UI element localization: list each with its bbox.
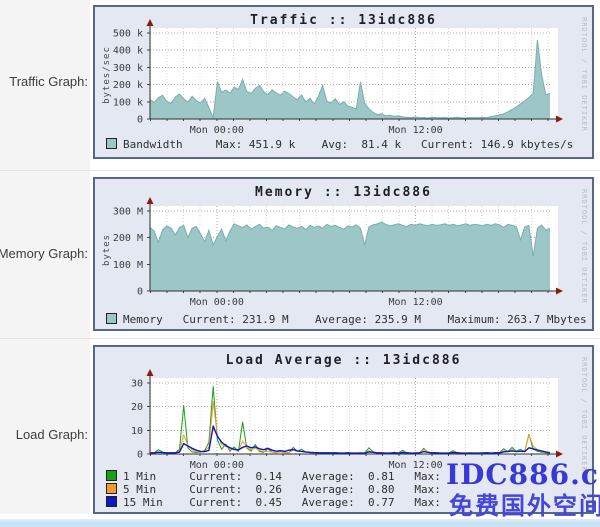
svg-text:0: 0 — [137, 450, 143, 461]
chart-title: Memory :: 13idc886 — [255, 185, 432, 200]
legend-text: Bandwidth Max: 451.9 k Avg: 81.4 k Curre… — [123, 138, 574, 151]
chart-title: Load Average :: 13idc886 — [225, 353, 462, 368]
legend-row: 15 Min Current: 0.45 Average: 0.77 Max: — [106, 493, 454, 511]
row-divider — [0, 170, 600, 171]
watermark-chinese: 免费国外空间 — [449, 491, 600, 520]
svg-text:Mon 00:00: Mon 00:00 — [190, 297, 244, 308]
legend-swatch-icon — [106, 483, 117, 495]
svg-text:Mon 00:00: Mon 00:00 — [190, 125, 244, 136]
legend-row: Memory Current: 231.9 M Average: 235.9 M… — [106, 310, 587, 328]
legend-swatch-icon — [106, 470, 117, 481]
legend-swatch-icon — [106, 138, 117, 149]
sidebar-label-memory: Memory Graph: — [0, 246, 88, 261]
chart-plot: 0 10 20 30 Mon 00:00 Mon 12:00 — [131, 369, 563, 471]
legend-swatch-icon — [106, 313, 117, 324]
svg-text:100 M: 100 M — [113, 260, 143, 271]
svg-text:0: 0 — [137, 115, 143, 126]
svg-text:Mon 00:00: Mon 00:00 — [190, 460, 244, 471]
svg-text:20: 20 — [131, 402, 143, 413]
legend-text: Memory Current: 231.9 M Average: 235.9 M… — [123, 313, 587, 326]
svg-text:Mon 12:00: Mon 12:00 — [389, 297, 443, 308]
sidebar-label-traffic: Traffic Graph: — [9, 74, 88, 89]
svg-text:300 k: 300 k — [113, 63, 143, 74]
rrdtool-vertical-watermark: RRDTOOL / TOBI OETIKER — [580, 17, 588, 132]
svg-text:Mon 12:00: Mon 12:00 — [389, 460, 443, 471]
legend-row: Bandwidth Max: 451.9 k Avg: 81.4 k Curre… — [106, 135, 573, 153]
svg-text:200 M: 200 M — [113, 233, 143, 244]
svg-text:300 M: 300 M — [113, 207, 143, 218]
svg-text:0: 0 — [137, 287, 143, 298]
chart-plot: 0 100 k 200 k 300 k 400 k 500 k Mon 00:00 Mon 1… — [113, 19, 563, 136]
footer-band — [0, 519, 600, 527]
watermark-idc886: IDC886.com — [446, 458, 600, 491]
legend-row: 1 Min Current: 0.14 Average: 0.81 Max: — [106, 467, 454, 485]
rrdtool-vertical-watermark: RRDTOOL / TOBI OETIKER — [580, 189, 588, 304]
svg-text:Mon 12:00: Mon 12:00 — [389, 125, 443, 136]
chart-plot: 0 100 M 200 M 300 M Mon 00:00 Mon 12:00 — [113, 197, 563, 308]
legend-row: 5 Min Current: 0.26 Average: 0.80 Max: — [106, 480, 454, 498]
rrdtool-vertical-watermark: RRDTOOL / TOBI OETIKER — [580, 357, 588, 472]
legend-text: 5 Min Current: 0.26 Average: 0.80 Max: — [123, 483, 455, 497]
legend-swatch-icon — [106, 496, 117, 508]
svg-text:10: 10 — [131, 426, 143, 437]
svg-text:400 k: 400 k — [113, 46, 143, 57]
chart-title: Traffic :: 13idc886 — [250, 13, 437, 28]
legend-text: 1 Min Current: 0.14 Average: 0.81 Max: — [123, 470, 455, 483]
row-divider — [0, 338, 600, 339]
svg-text:30: 30 — [131, 379, 143, 390]
svg-text:500 k: 500 k — [113, 29, 143, 40]
svg-text:100 k: 100 k — [113, 97, 143, 108]
sidebar-label-load: Load Graph: — [15, 427, 88, 442]
legend-text: 15 Min Current: 0.45 Average: 0.77 Max: — [123, 496, 455, 510]
svg-text:200 k: 200 k — [113, 80, 143, 91]
sidebar — [0, 0, 90, 514]
